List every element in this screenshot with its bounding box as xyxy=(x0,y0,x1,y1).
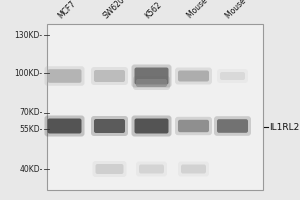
Bar xyxy=(46,24,262,190)
Text: 40KD-: 40KD- xyxy=(19,164,43,173)
FancyBboxPatch shape xyxy=(131,116,172,136)
Text: IL1RL2: IL1RL2 xyxy=(269,122,300,132)
FancyBboxPatch shape xyxy=(94,70,125,82)
FancyBboxPatch shape xyxy=(178,120,209,132)
FancyBboxPatch shape xyxy=(134,68,169,84)
FancyBboxPatch shape xyxy=(178,162,209,176)
Text: 100KD-: 100KD- xyxy=(14,68,43,77)
Text: 55KD-: 55KD- xyxy=(19,124,43,134)
FancyBboxPatch shape xyxy=(136,162,167,176)
FancyBboxPatch shape xyxy=(91,116,128,136)
FancyBboxPatch shape xyxy=(134,118,169,134)
Text: Mouse lung: Mouse lung xyxy=(185,0,223,20)
FancyBboxPatch shape xyxy=(220,72,245,80)
FancyBboxPatch shape xyxy=(94,119,125,133)
Text: 130KD-: 130KD- xyxy=(14,30,43,40)
FancyBboxPatch shape xyxy=(44,116,85,136)
FancyBboxPatch shape xyxy=(44,66,85,86)
FancyBboxPatch shape xyxy=(139,164,164,173)
FancyBboxPatch shape xyxy=(91,67,128,85)
FancyBboxPatch shape xyxy=(95,164,124,174)
Text: K562: K562 xyxy=(143,0,163,20)
FancyBboxPatch shape xyxy=(214,116,251,136)
FancyBboxPatch shape xyxy=(136,79,167,87)
FancyBboxPatch shape xyxy=(133,76,170,90)
FancyBboxPatch shape xyxy=(175,68,212,84)
FancyBboxPatch shape xyxy=(181,164,206,173)
FancyBboxPatch shape xyxy=(47,118,82,134)
FancyBboxPatch shape xyxy=(92,161,127,177)
Text: Mouse heart: Mouse heart xyxy=(224,0,264,20)
FancyBboxPatch shape xyxy=(47,69,82,83)
FancyBboxPatch shape xyxy=(175,117,212,135)
FancyBboxPatch shape xyxy=(131,64,172,88)
Text: 70KD-: 70KD- xyxy=(19,108,43,117)
FancyBboxPatch shape xyxy=(178,71,209,82)
Text: SW620: SW620 xyxy=(101,0,126,20)
FancyBboxPatch shape xyxy=(217,119,248,133)
Text: MCF7: MCF7 xyxy=(56,0,77,20)
FancyBboxPatch shape xyxy=(217,69,248,83)
